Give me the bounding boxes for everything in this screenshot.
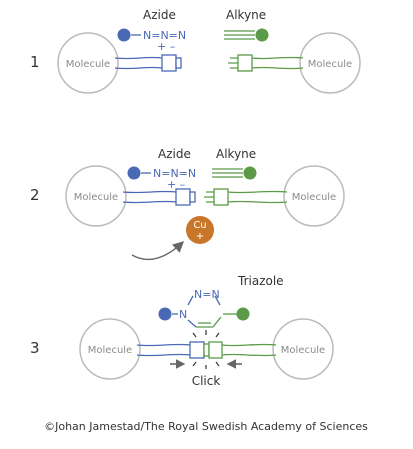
molecule-label-left: Molecule	[88, 345, 132, 356]
molecule-label-right: Molecule	[292, 192, 336, 203]
molecule-circle-right	[299, 32, 361, 94]
alkyne-label: Alkyne	[226, 8, 266, 22]
azide-dot	[117, 28, 131, 42]
azide-label: Azide	[143, 8, 176, 22]
copper-charge: +	[196, 231, 204, 242]
molecule-label-right: Molecule	[281, 345, 325, 356]
molecule-circle-left	[79, 318, 141, 380]
azide-dot	[127, 166, 141, 180]
azide-linker	[114, 54, 182, 72]
click-label: Click	[192, 374, 221, 388]
molecule-label-right: Molecule	[308, 59, 352, 70]
triazole-blue-dot	[158, 307, 172, 321]
step-3: 3 Molecule Molecule	[30, 274, 334, 388]
azide-charges: + –	[167, 178, 185, 191]
step-number-3: 3	[30, 339, 40, 357]
azide-formula: N=N=N	[153, 167, 196, 180]
triazole-green-dot	[236, 307, 250, 321]
copper-symbol: Cu	[193, 220, 206, 231]
azide-charges: + –	[157, 40, 175, 53]
image-credit: ©Johan Jamestad/The Royal Swedish Academ…	[44, 420, 368, 433]
azide-formula: N=N=N	[143, 29, 186, 42]
azide-linker	[122, 188, 196, 206]
triazole-ring	[187, 295, 222, 328]
alkyne-linker	[228, 54, 304, 72]
alkyne-dot	[243, 166, 257, 180]
step-1: 1 Molecule Molecule Azide N=N=N + – Alky…	[30, 8, 361, 94]
step-2: 2 Molecule Molecule Azide N=N=N + – Alky…	[30, 147, 345, 261]
alkyne-dot	[255, 28, 269, 42]
azide-label: Azide	[158, 147, 191, 161]
molecule-circle-left	[57, 32, 119, 94]
catalyst-arrow	[131, 241, 185, 261]
triazole-label: Triazole	[237, 274, 284, 288]
step-number-2: 2	[30, 186, 40, 204]
alkyne-triple-bond	[212, 168, 243, 178]
molecule-label-left: Molecule	[66, 59, 110, 70]
alkyne-triple-bond	[224, 30, 255, 40]
molecule-circle-left	[65, 165, 127, 227]
triazole-n-top: N=N	[194, 288, 220, 301]
connected-buckle	[189, 341, 223, 359]
molecule-label-left: Molecule	[74, 192, 118, 203]
alkyne-label: Alkyne	[216, 147, 256, 161]
molecule-circle-right	[272, 318, 334, 380]
molecule-circle-right	[283, 165, 345, 227]
copper-catalyst	[186, 216, 214, 244]
alkyne-linker	[221, 343, 277, 357]
click-sparks	[192, 330, 220, 369]
step-number-1: 1	[30, 53, 40, 71]
triazole-n-left: N	[179, 308, 187, 321]
azide-linker	[136, 343, 191, 357]
alkyne-linker	[204, 188, 288, 206]
